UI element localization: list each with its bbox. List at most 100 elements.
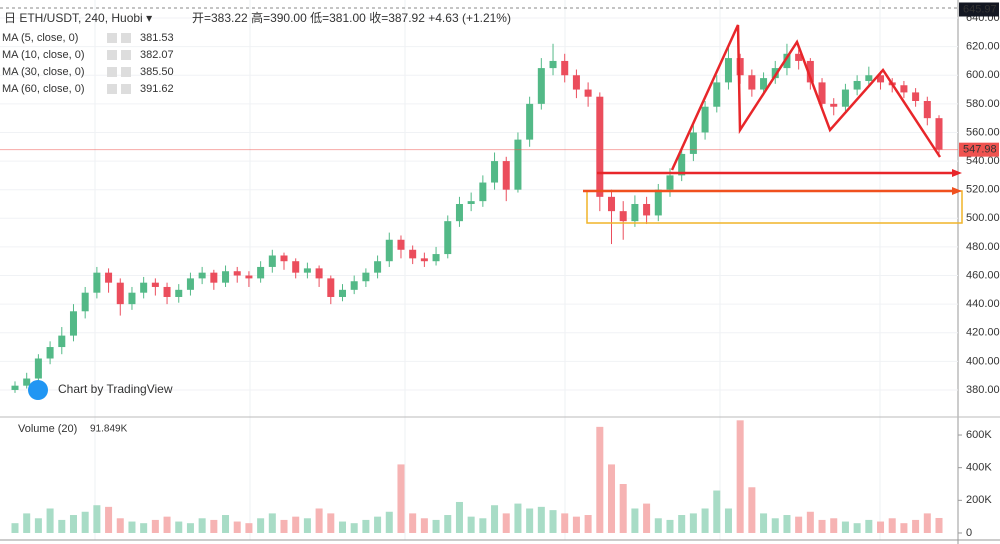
indicator-value: 391.62 [140,83,174,95]
candle-body [362,272,370,282]
volume-bar [257,518,265,533]
candle-body [69,311,77,336]
candle-body [701,106,709,133]
close: 收=387.92 [369,11,425,25]
candle-body [163,286,171,297]
candle-body [748,75,756,90]
candle-body [338,289,347,297]
price-label-box [959,2,999,17]
volume-value: 91.849K [90,424,128,435]
volume-bar [572,516,580,533]
candle-body [280,255,288,262]
volume-bar [46,508,54,533]
arrow-head [952,169,962,177]
candle-body [432,254,440,262]
candle-body [105,272,113,283]
volume-bar [853,523,861,533]
volume-bar [713,490,721,533]
volume-bar [397,464,405,533]
candle-body [257,266,265,279]
volume-bar [935,517,943,533]
volume-bar [514,503,522,533]
volume-tick-label: 400K [966,462,992,474]
volume-bar [549,510,557,533]
indicator-button [121,84,131,94]
candle-body [689,132,697,154]
candle-body [760,78,768,90]
volume-bar [912,519,920,533]
candle-body [23,378,31,386]
volume-bar [479,518,487,533]
header: 日 ETH/USDT, 240, Huobi ▾ 开=383.22 高=390.… [4,10,511,25]
candle-body [292,261,300,273]
indicator-button [107,50,117,60]
indicator-button [121,67,131,77]
y-tick-label: 520.00 [966,184,1000,196]
volume-bar [245,523,253,533]
candle-body [607,196,616,212]
candle-body [549,60,557,69]
volume-bar [338,521,347,533]
y-tick-label: 540.00 [966,155,1000,167]
volume-bar [724,508,732,533]
y-tick-label: 600.00 [966,69,1000,81]
candle-body [140,282,148,293]
indicator-name: MA (60, close, 0) [2,83,85,95]
volume-bar [701,508,709,533]
candle-body [666,175,674,190]
volume-bar [210,519,218,533]
volume-bar [537,506,545,533]
y-tick-label: 620.00 [966,41,1000,53]
candle-body [795,53,803,61]
volume-bar [666,519,674,533]
candle-body [350,281,358,290]
volume-bar [93,505,101,533]
y-tick-label: 500.00 [966,212,1000,224]
candle-body [409,249,417,259]
volume-bar [596,426,604,533]
y-tick-label: 560.00 [966,126,1000,138]
candle-body [736,58,744,76]
indicator-name: MA (10, close, 0) [2,49,85,61]
candle-body [771,68,779,79]
candle-body [455,203,463,222]
candle-body [175,289,183,297]
candle-body [34,358,42,379]
volume-bar [760,513,768,533]
y-tick-label: 420.00 [966,327,1000,339]
volume-bar [116,518,124,533]
candle-body [502,161,510,190]
volume-bar [643,503,651,533]
candle-body [11,385,19,390]
volume-bar [69,515,77,533]
volume-bar [128,521,136,533]
candle-body [81,292,89,312]
volume-bar [409,513,417,533]
low: 低=381.00 [310,11,366,25]
candle-body [444,221,452,255]
drawings [583,24,963,224]
volume-bar [105,506,113,533]
volume-bar [607,464,616,533]
indicator-button [107,67,117,77]
volume-bar [81,511,89,533]
volume-bar [561,513,569,533]
indicator-button [107,84,117,94]
candle-body [491,161,499,183]
candle-body [923,100,931,119]
indicator-name: MA (30, close, 0) [2,66,85,78]
volume-bar [689,513,697,533]
volume-bar [186,523,194,533]
volume-bar [631,508,639,533]
candle-body [830,103,838,107]
candle-body [643,203,651,216]
volume-bar [362,519,370,533]
candle-body [806,60,814,83]
indicator-button [107,33,117,43]
candle-body [783,53,791,69]
y-tick-label: 380.00 [966,384,1000,396]
volume-bar [420,518,428,533]
volume-bar [888,518,896,533]
indicator-button [121,50,131,60]
